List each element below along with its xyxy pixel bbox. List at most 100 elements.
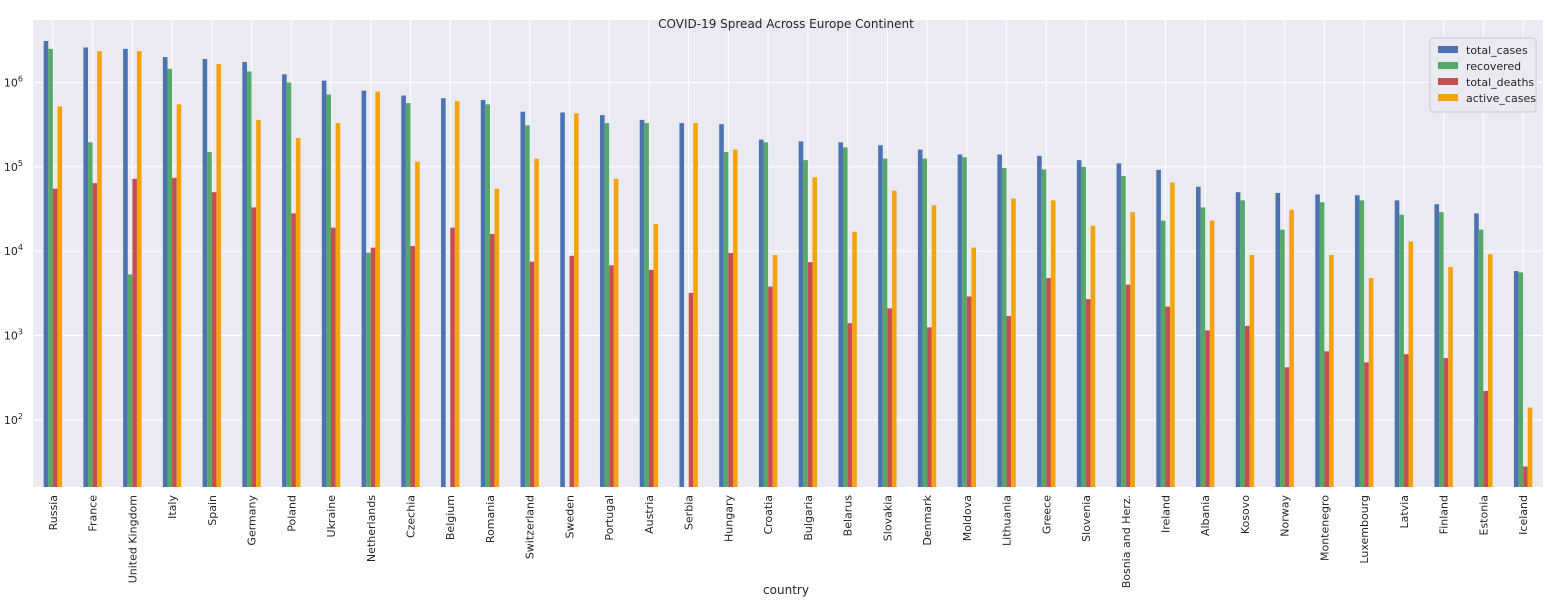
- bar-total_deaths: Finland total_deaths: 540: [1443, 358, 1449, 487]
- x-tick-label: Montenegro: [1318, 495, 1331, 561]
- legend-label: active_cases: [1466, 92, 1536, 105]
- legend-box: [1429, 37, 1537, 113]
- bar-active_cases: Norway active_cases: 31000: [1289, 209, 1294, 487]
- bar-recovered: France recovered: 195000: [88, 142, 93, 487]
- bar-recovered: Ireland recovered: 23000: [1160, 220, 1166, 487]
- bar-total_cases: Austria total_cases: 360000: [639, 119, 645, 488]
- bar-active_cases: Romania active_cases: 55000: [494, 188, 500, 487]
- legend-swatch: [1438, 46, 1458, 53]
- bar-total_cases: Belgium total_cases: 650000: [441, 98, 446, 488]
- bar-total_deaths: Belgium total_deaths: 19000: [450, 227, 455, 487]
- bar-total_cases: Croatia total_cases: 210000: [758, 139, 764, 487]
- bar-total_deaths: Greece total_deaths: 4800: [1046, 278, 1051, 487]
- bar-recovered: Spain recovered: 150000: [207, 151, 212, 487]
- legend-label: total_deaths: [1466, 76, 1534, 89]
- x-tick-label: Belarus: [842, 495, 855, 537]
- bar-active_cases: Finland active_cases: 6500: [1448, 266, 1453, 487]
- bar-total_deaths: Bulgaria total_deaths: 7400: [807, 262, 813, 487]
- bar-total_deaths: Moldova total_deaths: 2900: [966, 296, 972, 487]
- bar-total_deaths: Bosnia and Herz. total_deaths: 4000: [1125, 284, 1131, 487]
- bar-recovered: Montenegro recovered: 38000: [1319, 202, 1325, 488]
- bar-recovered: Bulgaria recovered: 120000: [803, 160, 808, 487]
- bar-active_cases: Austria active_cases: 21000: [653, 223, 659, 488]
- bar-recovered: Czechia recovered: 570000: [405, 103, 411, 487]
- bar-recovered: Belarus recovered: 170000: [843, 147, 848, 487]
- x-tick-label: Netherlands: [365, 495, 378, 562]
- bar-active_cases: Czechia active_cases: 115000: [415, 161, 420, 487]
- x-tick-label: United Kingdom: [126, 495, 139, 583]
- bar-total_deaths: Luxembourg total_deaths: 480: [1364, 362, 1369, 487]
- bar-recovered: Slovenia recovered: 100000: [1081, 166, 1087, 487]
- x-tick-label: Iceland: [1517, 495, 1530, 535]
- bar-recovered: Moldova recovered: 130000: [962, 157, 967, 488]
- bar-total_deaths: Spain total_deaths: 50000: [211, 192, 217, 487]
- bar-total_deaths: France total_deaths: 64000: [92, 183, 98, 487]
- bar-total_cases: Ukraine total_cases: 1050000: [321, 80, 327, 487]
- bar-active_cases: Iceland active_cases: 140: [1527, 407, 1533, 487]
- x-tick-label: Germany: [246, 495, 259, 546]
- bar-total_cases: Finland total_cases: 36000: [1434, 204, 1440, 487]
- bar-recovered: Russia recovered: 2500000: [48, 48, 53, 487]
- x-tick-label: Slovakia: [881, 495, 894, 541]
- bar-total_cases: Netherlands total_cases: 800000: [361, 90, 367, 488]
- bar-total_deaths: Slovenia total_deaths: 2700: [1086, 299, 1091, 487]
- x-tick-label: Bulgaria: [802, 495, 815, 541]
- bar-recovered: Albania recovered: 33000: [1200, 207, 1206, 487]
- x-tick-label: Bosnia and Herz.: [1120, 495, 1133, 588]
- bar-total_deaths: Ireland total_deaths: 2200: [1165, 306, 1171, 487]
- bar-total_deaths: Italy total_deaths: 74000: [172, 177, 177, 488]
- bar-active_cases: Luxembourg active_cases: 4800: [1368, 278, 1374, 487]
- bar-recovered: Kosovo recovered: 40000: [1240, 200, 1245, 488]
- x-tick-label: Czechia: [405, 495, 418, 538]
- x-tick-label: Kosovo: [1239, 495, 1252, 534]
- x-tick-label: Croatia: [762, 495, 775, 535]
- bar-total_cases: Lithuania total_cases: 140000: [997, 154, 1002, 487]
- y-tick-label: 105: [4, 159, 23, 174]
- bar-recovered: Bosnia and Herz. recovered: 78000: [1121, 175, 1126, 487]
- bar-total_cases: Denmark total_cases: 160000: [917, 149, 923, 488]
- bar-total_deaths: Kosovo total_deaths: 1300: [1244, 325, 1250, 487]
- x-tick-label: France: [87, 495, 100, 532]
- x-tick-label: Italy: [166, 495, 179, 519]
- bar-recovered: Estonia recovered: 18000: [1478, 229, 1484, 487]
- bar-total_cases: Spain total_cases: 1900000: [202, 58, 208, 487]
- bar-total_deaths: Czechia total_deaths: 11500: [410, 246, 416, 487]
- bar-active_cases: Serbia active_cases: 330000: [693, 123, 698, 488]
- legend: total_cases recovered total_deaths active_c…: [1429, 37, 1537, 113]
- bar-total_deaths: Sweden total_deaths: 8800: [569, 255, 575, 487]
- bar-total_deaths: Lithuania total_deaths: 1700: [1006, 316, 1012, 487]
- bar-total_cases: Norway total_cases: 49000: [1275, 192, 1281, 488]
- bar-active_cases: Hungary active_cases: 160000: [732, 149, 738, 488]
- bar-active_cases: Poland active_cases: 220000: [295, 137, 301, 487]
- bar-recovered: Denmark recovered: 125000: [922, 158, 928, 487]
- bar-total_cases: Hungary total_cases: 320000: [719, 124, 724, 488]
- bar-total_deaths: Denmark total_deaths: 1250: [927, 327, 932, 487]
- bar-total_cases: Romania total_cases: 620000: [480, 99, 486, 488]
- bar-total_deaths: Austria total_deaths: 6000: [648, 269, 654, 487]
- bar-total_deaths: Russia total_deaths: 55000: [52, 188, 58, 487]
- x-tick-label: Spain: [206, 495, 219, 526]
- x-axis-label: country: [763, 583, 809, 597]
- bar-total_deaths: United Kingdom total_deaths: 72000: [132, 178, 137, 487]
- x-axis: Russia France United Kingdom Italy Spain Germ…: [47, 494, 1530, 588]
- bar-active_cases: Belgium active_cases: 600000: [454, 101, 460, 487]
- bar-active_cases: Greece active_cases: 40000: [1050, 200, 1056, 488]
- x-tick-label: Luxembourg: [1358, 495, 1371, 564]
- bar-total_cases: Belarus total_cases: 195000: [838, 142, 844, 487]
- bar-total_cases: Moldova total_cases: 140000: [957, 154, 963, 487]
- bar-total_cases: Bosnia and Herz. total_cases: 110000: [1116, 163, 1122, 488]
- bar-active_cases: Sweden active_cases: 430000: [574, 113, 579, 487]
- bar-total_deaths: Ukraine total_deaths: 19000: [331, 227, 336, 487]
- bar-total_cases: Iceland total_cases: 5800: [1513, 271, 1519, 487]
- bar-total_cases: Russia total_cases: 3100000: [43, 41, 49, 488]
- bar-active_cases: Denmark active_cases: 35000: [931, 205, 937, 487]
- bar-total_cases: France total_cases: 2600000: [83, 47, 89, 488]
- bar-total_deaths: Croatia total_deaths: 3800: [768, 286, 773, 487]
- x-tick-label: Poland: [285, 495, 298, 532]
- x-tick-label: Austria: [643, 495, 656, 534]
- bar-active_cases: Germany active_cases: 360000: [256, 119, 261, 488]
- bar-active_cases: France active_cases: 2350000: [97, 51, 102, 487]
- bar-active_cases: Switzerland active_cases: 125000: [534, 158, 539, 487]
- bar-total_cases: Slovenia total_cases: 120000: [1076, 160, 1082, 487]
- bar-total_deaths: Poland total_deaths: 28000: [291, 213, 296, 487]
